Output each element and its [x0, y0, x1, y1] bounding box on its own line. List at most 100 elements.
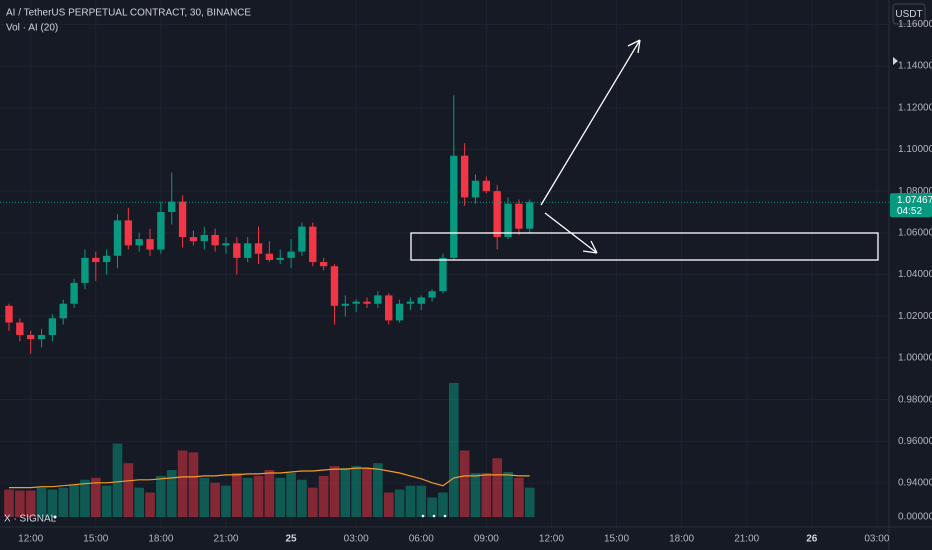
candle-body [37, 335, 46, 340]
candle-body [168, 201, 176, 213]
volume-bar [351, 466, 361, 517]
volume-bar [134, 487, 145, 517]
candle-body [157, 212, 165, 250]
chart-title: AI / TetherUS PERPETUAL CONTRACT, 30, BI… [6, 8, 251, 19]
candle-body [319, 262, 328, 267]
volume-bar [362, 468, 372, 517]
volume-bar [405, 485, 416, 517]
candle-body [265, 253, 274, 260]
event-dot[interactable] [432, 514, 436, 518]
candle-body [309, 226, 317, 263]
volume-bar [47, 489, 58, 517]
x-tick-label: 12:00 [539, 534, 564, 545]
volume-bar [427, 497, 437, 517]
currency-label[interactable]: USDT [895, 9, 922, 20]
y-tick-label: 1.16000 [898, 19, 932, 30]
volume-bar [503, 471, 513, 517]
volume-bar [383, 492, 394, 517]
x-tick-label: 03:00 [344, 534, 369, 545]
candle-body [526, 202, 534, 229]
volume-bar [15, 490, 25, 517]
volume-bar [69, 484, 79, 517]
volume-bar [318, 475, 329, 517]
volume-bar [80, 479, 90, 517]
volume-bar [438, 492, 448, 517]
volume-ma-line [9, 467, 530, 489]
arrow-down [544, 212, 598, 254]
candle-body [450, 155, 458, 258]
volume-bar [90, 477, 101, 517]
x-tick-label: 03:00 [864, 534, 889, 545]
event-dot[interactable] [421, 514, 425, 518]
volume-bar [514, 477, 524, 517]
candle-body [493, 191, 501, 238]
candle-body [233, 243, 241, 258]
candle-body [482, 180, 491, 192]
candle-body [406, 301, 415, 304]
candle-body [243, 243, 252, 258]
y-tick-label: 1.02000 [898, 311, 932, 322]
candle-body [113, 220, 122, 256]
volume-bar [232, 472, 242, 517]
volume-bar [524, 487, 535, 517]
axes: 0.94000 0.96000 0.98000 1.00000 1.02000 1.040… [18, 19, 932, 545]
candle-body [374, 295, 382, 304]
candle-body [81, 257, 89, 283]
volume-bar [166, 470, 177, 517]
volume-bar [101, 485, 112, 517]
x-tick-label: 25 [286, 534, 298, 545]
volume-bar [58, 487, 69, 517]
candle-body [146, 239, 154, 250]
volume-tick-label: 0.00000 [898, 512, 932, 523]
volume-bar [242, 477, 253, 517]
volume-bar [123, 463, 134, 517]
currency-button[interactable] [892, 3, 926, 25]
event-dot[interactable] [443, 514, 447, 518]
candle-body [48, 318, 57, 336]
candle-body [27, 335, 35, 340]
x-tick-label: 09:00 [474, 534, 499, 545]
volume-bar [188, 452, 199, 517]
volume-bar [416, 485, 427, 517]
candle-body [70, 282, 78, 304]
candle-body [5, 305, 13, 323]
volume-bar [329, 466, 340, 517]
volume-bar [199, 477, 210, 517]
volume-bar [156, 475, 166, 517]
candle-body [363, 301, 371, 304]
volume-bar [286, 472, 296, 517]
candle-body [124, 220, 133, 246]
candle-body [276, 257, 284, 260]
volume-bar [25, 490, 36, 517]
volume-bar [481, 472, 492, 517]
volume-bar [373, 463, 383, 517]
candle-body [189, 237, 198, 242]
candle-body [385, 295, 393, 321]
last-price-label: 1.07467 [897, 195, 932, 206]
scroll-marker[interactable] [893, 57, 898, 65]
candle-body [16, 322, 24, 336]
y-tick-label: 1.00000 [898, 353, 932, 364]
volume-bar [470, 472, 481, 517]
y-tick-label: 0.94000 [898, 478, 932, 489]
indicator-label: Vol · AI (20) [6, 23, 58, 34]
volume-bar [112, 443, 123, 517]
y-tick-label: 1.14000 [898, 61, 932, 72]
candle-body [211, 234, 219, 246]
candle-body [92, 257, 100, 263]
volume-bar [394, 489, 405, 517]
candle-body [135, 239, 143, 246]
zone-box [410, 232, 879, 261]
volume-bar [297, 479, 307, 517]
countdown-label: 04:52 [897, 206, 922, 217]
x-tick-label: 12:00 [18, 534, 43, 545]
candle-body [178, 201, 187, 238]
candle-body [439, 257, 447, 292]
x-tick-label: 15:00 [83, 534, 108, 545]
candle-body [200, 234, 208, 242]
volume-bar [210, 482, 220, 517]
y-tick-label: 1.10000 [898, 144, 932, 155]
candle-body [352, 301, 360, 304]
